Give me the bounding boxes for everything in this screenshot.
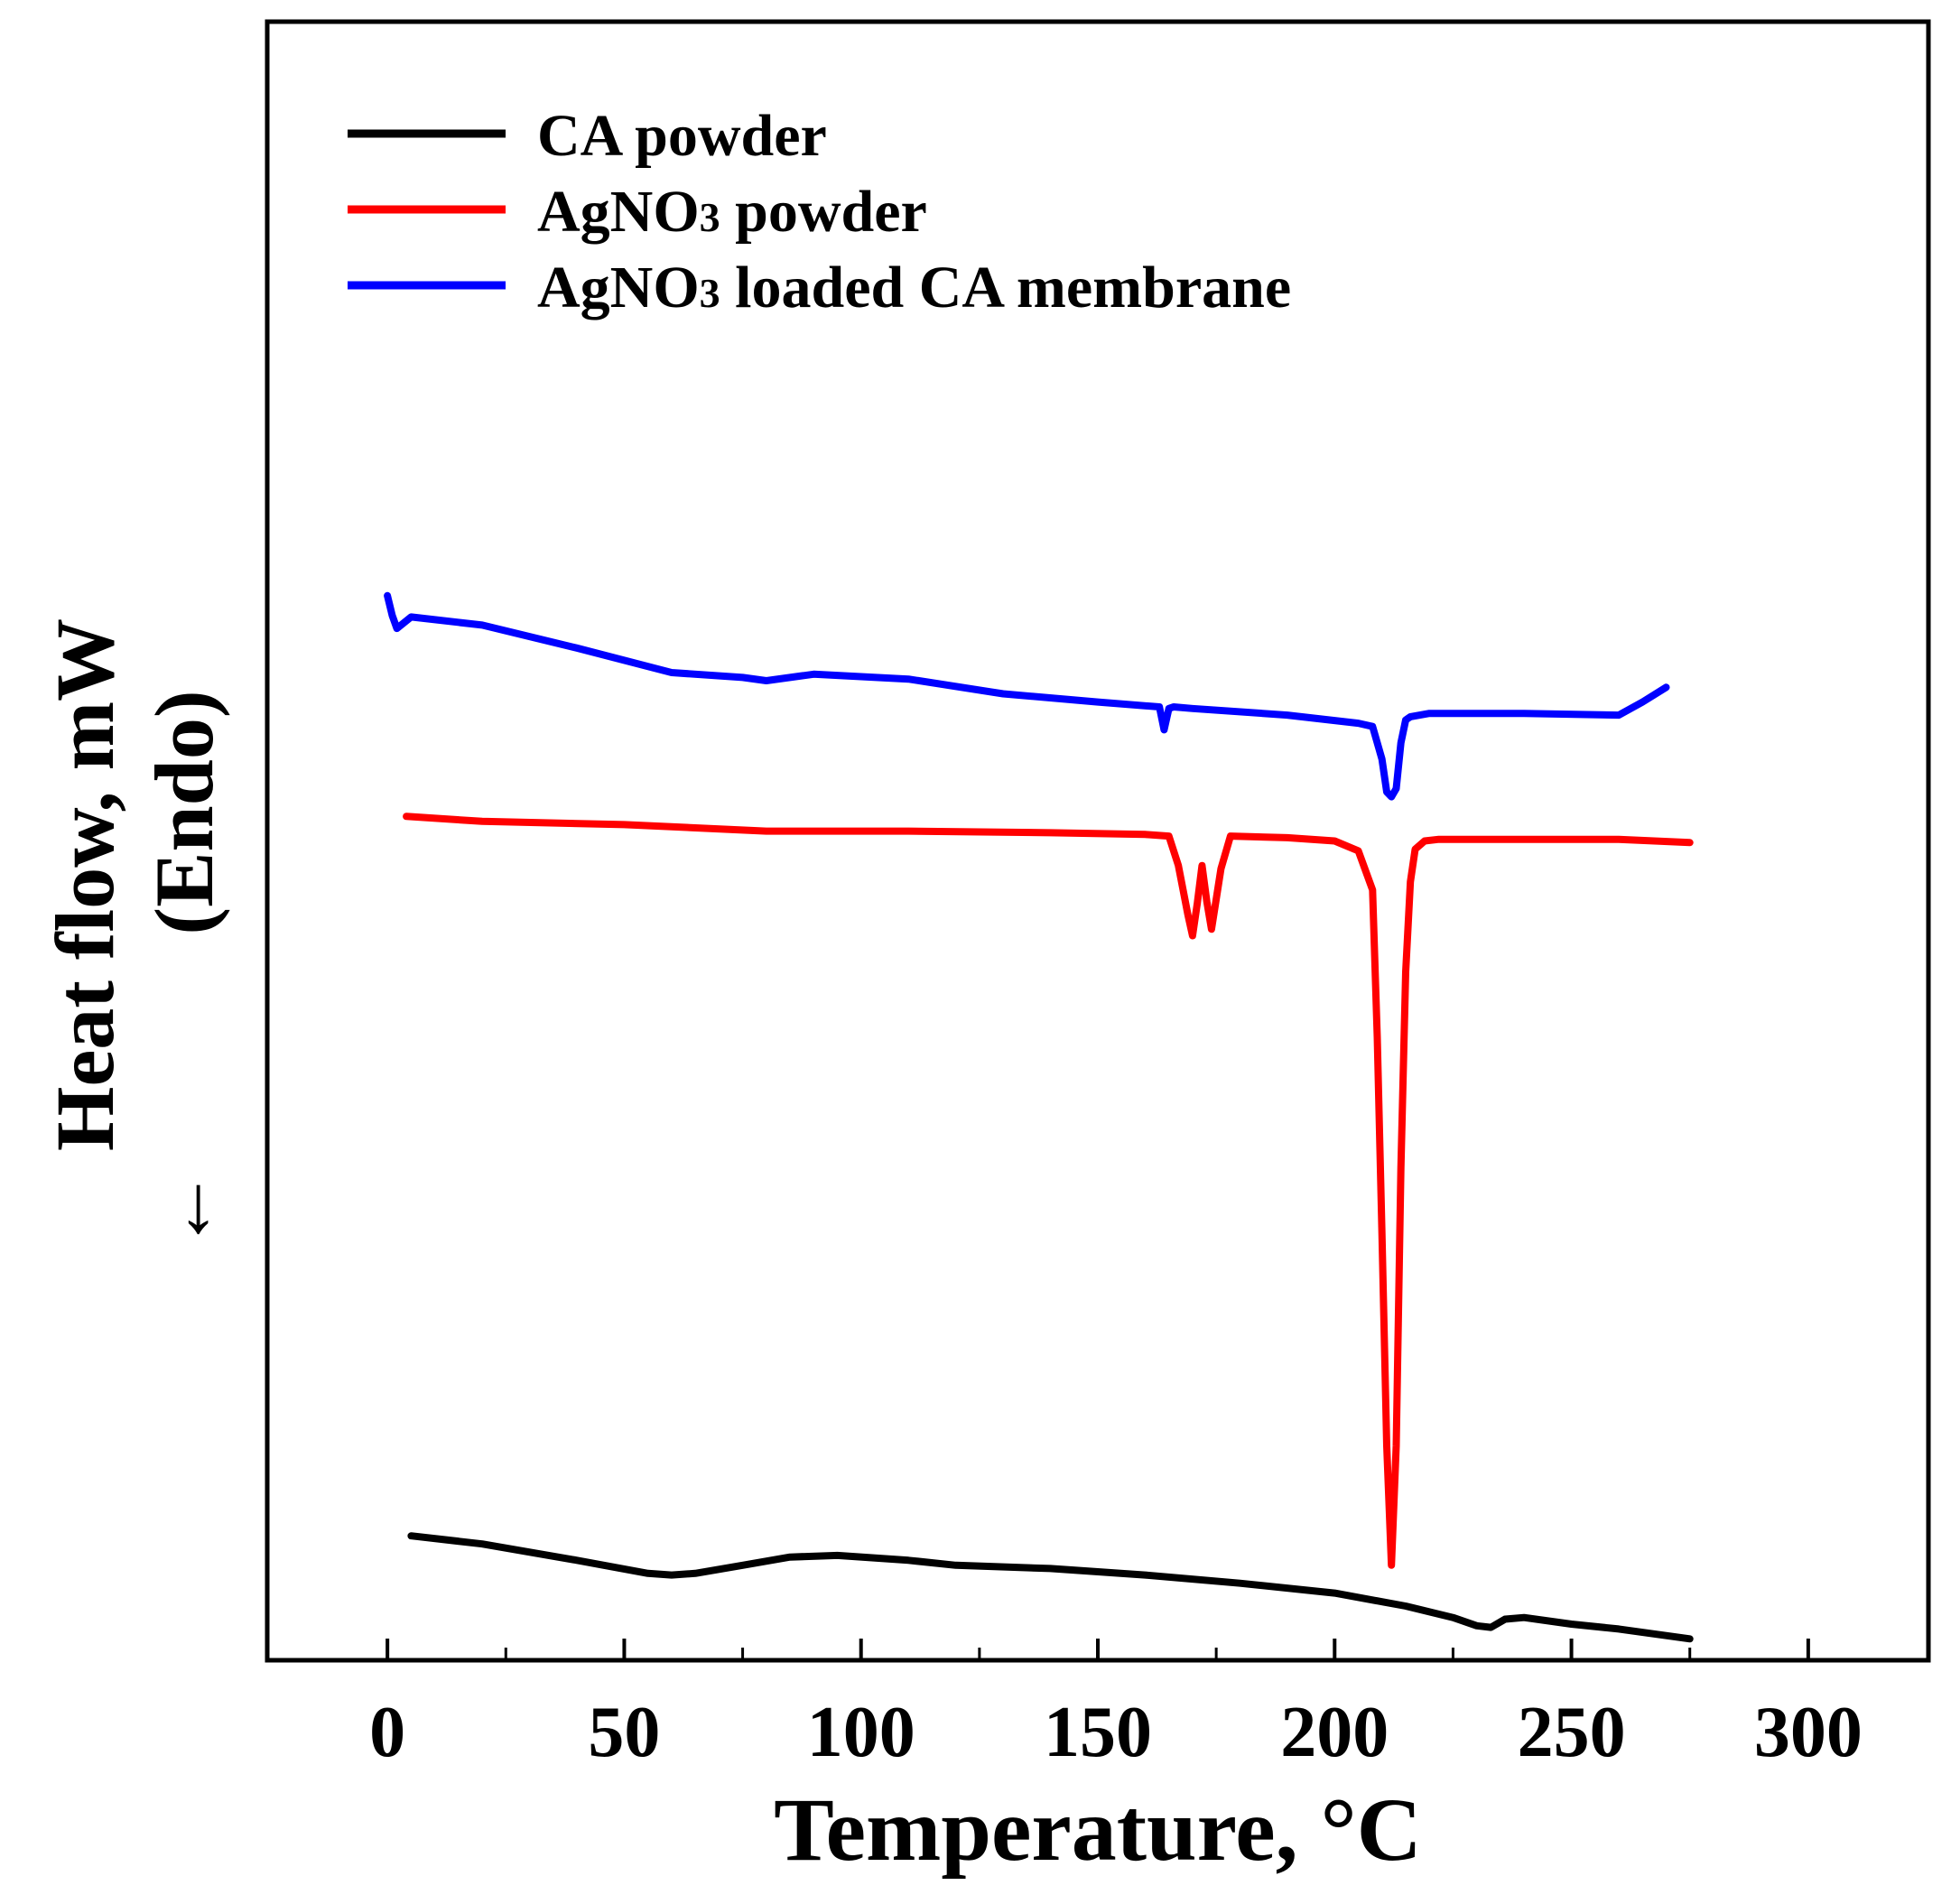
x-tick-label: 100	[807, 1693, 915, 1772]
x-tick-label: 300	[1754, 1693, 1863, 1772]
series-line	[403, 813, 1694, 1569]
legend-label-main: AgNO	[537, 179, 700, 245]
legend-label-main: AgNO	[537, 255, 700, 320]
plot-frame	[265, 19, 1931, 1663]
legend-label-subscript: 3	[700, 270, 720, 316]
series-layer	[384, 591, 1694, 1643]
x-tick-label: 150	[1044, 1693, 1152, 1772]
legend-label-subscript: 3	[700, 194, 720, 240]
x-tick-label: 50	[588, 1693, 660, 1772]
x-axis-title: Temperature, °C	[774, 1779, 1422, 1880]
x-axis-tick-labels: 0 50 100 150 200 250 300	[369, 1693, 1863, 1772]
y-axis-endo-arrow: ←	[138, 1168, 230, 1251]
x-tick-label: 0	[369, 1693, 405, 1772]
legend-label-main: CA powder	[537, 103, 827, 169]
series-line	[384, 591, 1670, 801]
y-axis-title-group: Heat flow, mW (Endo) ←	[39, 618, 230, 1251]
legend-label: CA powder	[537, 103, 827, 169]
legend-label: AgNO3 loaded CA membrane	[537, 255, 1291, 320]
y-axis-title: Heat flow, mW	[39, 618, 131, 1151]
legend-label-rest: powder	[720, 179, 927, 245]
x-axis-ticks	[386, 1639, 1810, 1658]
x-tick-label: 250	[1518, 1693, 1626, 1772]
series-line	[407, 1532, 1694, 1643]
legend-label-rest: loaded CA membrane	[720, 255, 1291, 320]
legend-label: AgNO3 powder	[537, 179, 927, 245]
x-tick-label: 200	[1280, 1693, 1389, 1772]
y-axis-endo-note: (Endo)	[138, 691, 230, 935]
